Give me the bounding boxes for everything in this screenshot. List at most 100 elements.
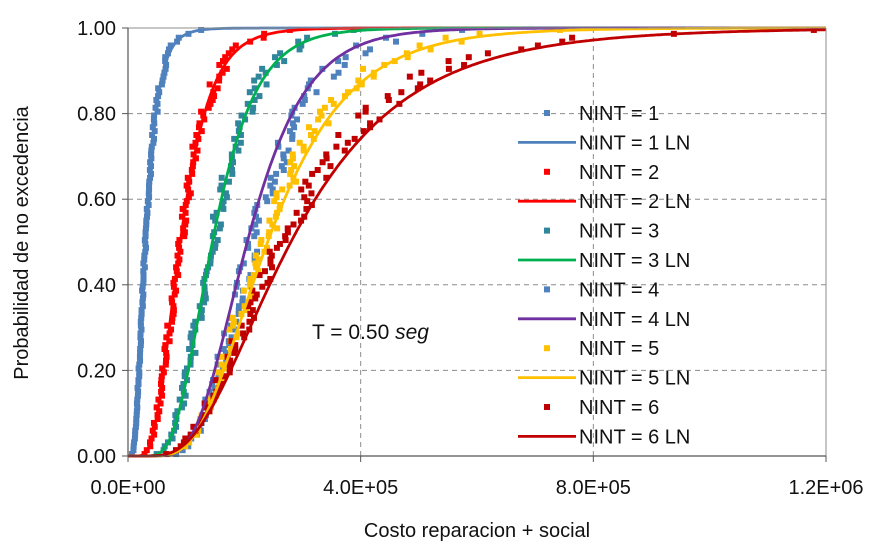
data-point (209, 96, 216, 103)
legend-marker (544, 168, 550, 175)
data-point (351, 135, 358, 142)
annotation-italic: seg (395, 321, 429, 344)
data-point (262, 69, 269, 76)
data-point (216, 384, 223, 391)
legend-entry: NINT = 6 (544, 397, 659, 419)
data-point (266, 217, 273, 224)
data-point (186, 346, 193, 352)
data-point (289, 155, 296, 162)
series-line (128, 26, 826, 458)
data-point (198, 128, 205, 135)
data-point (315, 116, 322, 123)
data-point (260, 34, 267, 41)
data-point (156, 408, 163, 415)
data-point (323, 151, 330, 158)
data-point (247, 283, 254, 290)
data-point (209, 213, 216, 220)
data-point (181, 369, 188, 376)
data-point (272, 54, 279, 61)
data-point (183, 217, 190, 224)
data-point (218, 361, 225, 368)
data-point (416, 42, 423, 49)
data-point (335, 69, 342, 76)
data-point (341, 61, 348, 68)
data-point (198, 108, 205, 115)
data-point (212, 377, 219, 384)
data-point (569, 34, 576, 41)
data-point (169, 435, 176, 442)
data-point (202, 295, 209, 302)
data-point (228, 338, 235, 345)
data-point (269, 221, 276, 228)
data-point (305, 182, 312, 189)
x-tick-label: 8.0E+05 (556, 477, 631, 499)
data-point (273, 170, 280, 177)
data-point (219, 353, 226, 360)
y-axis-label: Probabilidad de no excedencia (11, 105, 33, 379)
data-point (360, 65, 367, 72)
data-point (445, 58, 452, 65)
data-point (341, 147, 348, 154)
data-point (194, 147, 201, 154)
data-point (418, 69, 425, 76)
data-point (280, 151, 287, 158)
data-point (251, 233, 258, 240)
data-point (235, 303, 242, 310)
legend-label: NINT = 5 LN (579, 368, 690, 390)
data-point (301, 96, 308, 103)
data-point (181, 373, 188, 380)
data-point (442, 34, 449, 41)
legend-label: NINT = 5 (579, 338, 659, 360)
data-point (212, 217, 219, 224)
data-point (218, 174, 225, 181)
data-point (207, 396, 214, 403)
data-point (161, 69, 168, 76)
data-point (252, 252, 259, 259)
data-point (252, 295, 259, 302)
data-point (445, 65, 452, 72)
data-point (222, 190, 229, 197)
data-point (183, 365, 190, 372)
series-markers (128, 26, 205, 458)
data-point (301, 93, 308, 100)
data-point (355, 77, 362, 84)
data-point (217, 381, 224, 388)
data-point (264, 198, 271, 205)
data-point (226, 361, 233, 368)
data-point (159, 365, 166, 372)
data-point (221, 373, 228, 380)
data-point (205, 104, 212, 111)
data-point (212, 240, 219, 247)
legend-entry: NINT = 3 (544, 221, 659, 243)
data-point (330, 73, 337, 80)
data-point (238, 112, 245, 119)
data-point (216, 77, 223, 84)
data-point (181, 229, 188, 236)
data-point (250, 104, 257, 111)
data-point (195, 124, 202, 131)
data-point (231, 349, 238, 356)
y-tick-label: 1.00 (77, 18, 116, 40)
data-point (237, 132, 244, 138)
data-point (223, 194, 230, 201)
data-point (278, 163, 285, 170)
data-point (190, 423, 197, 430)
legend-label: NINT = 4 LN (579, 309, 690, 331)
data-point (293, 116, 300, 123)
data-point (269, 186, 276, 193)
data-point (248, 291, 255, 298)
data-point (246, 89, 253, 96)
data-point (304, 34, 311, 41)
legend-marker (544, 404, 550, 410)
data-point (284, 229, 291, 236)
data-point (296, 46, 303, 53)
series-line (128, 26, 826, 458)
data-point (370, 73, 377, 80)
data-point (179, 447, 186, 454)
data-point (173, 423, 180, 430)
series-line (128, 26, 826, 458)
data-point (239, 299, 246, 306)
series-line (127, 26, 826, 458)
y-tick-label: 0.80 (77, 104, 116, 126)
data-point (162, 65, 169, 72)
